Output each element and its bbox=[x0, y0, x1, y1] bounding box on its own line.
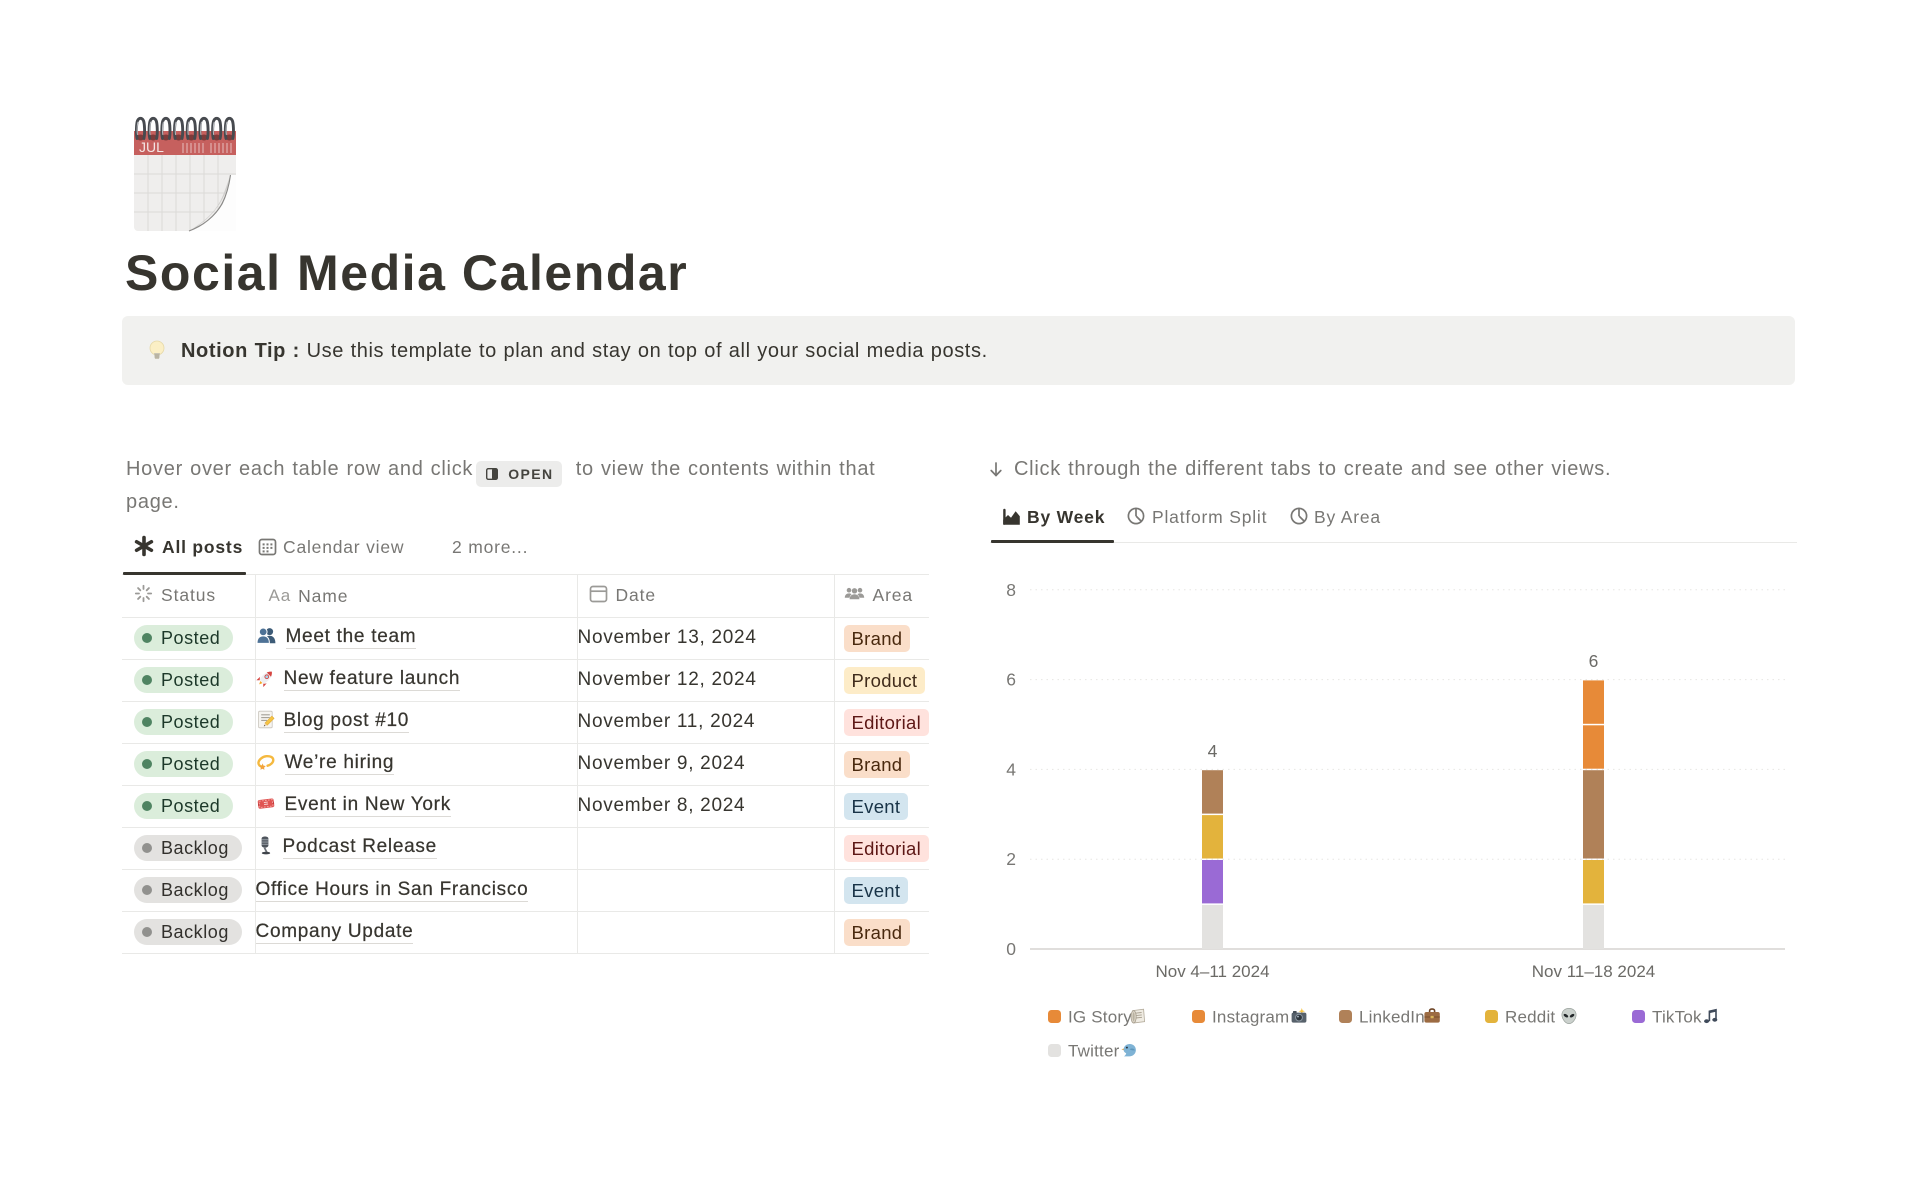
svg-text:TikTok: TikTok bbox=[1652, 1008, 1702, 1027]
svg-text:0: 0 bbox=[1006, 939, 1016, 959]
svg-text:Nov 11–18 2024: Nov 11–18 2024 bbox=[1532, 962, 1656, 981]
svg-text:4: 4 bbox=[1208, 741, 1218, 761]
svg-text:8: 8 bbox=[1006, 580, 1016, 600]
svg-text:2: 2 bbox=[1006, 849, 1016, 869]
svg-text:Twitter: Twitter bbox=[1068, 1042, 1120, 1061]
svg-text:6: 6 bbox=[1589, 651, 1599, 671]
svg-text:6: 6 bbox=[1006, 670, 1016, 690]
svg-text:Reddit: Reddit bbox=[1505, 1008, 1555, 1027]
svg-text:Nov 4–11 2024: Nov 4–11 2024 bbox=[1155, 962, 1269, 981]
svg-text:4: 4 bbox=[1006, 759, 1016, 779]
svg-text:IG Story: IG Story bbox=[1068, 1008, 1132, 1027]
svg-text:LinkedIn: LinkedIn bbox=[1359, 1008, 1425, 1027]
svg-text:Instagram: Instagram bbox=[1212, 1008, 1289, 1027]
svg-text:JUL: JUL bbox=[139, 139, 164, 155]
